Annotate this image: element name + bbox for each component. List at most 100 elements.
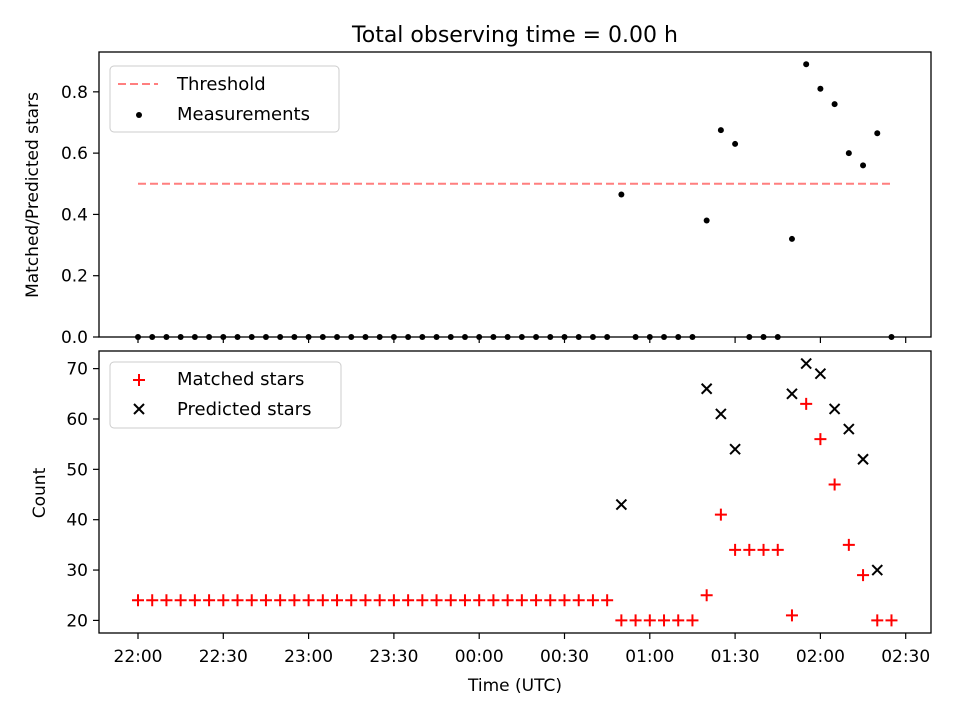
matched-legend-swatch [133,374,145,386]
predicted-star-point [857,453,869,465]
matched-star-point [885,614,898,627]
matched-star-point [473,594,486,607]
top-legend-box [109,65,340,133]
matched-star-point [331,594,344,607]
matched-star-point [288,594,301,607]
matched-star-point [231,594,244,607]
matched-star-point [615,614,628,627]
measurement-point [817,85,824,92]
matched-star-point [530,594,543,607]
bottom-x-tick-label: 00:00 [455,647,504,667]
matched-star-point [601,594,614,607]
matched-star-point [387,594,400,607]
measurements-legend-swatch [136,112,142,118]
predicted-legend-label: Predicted stars [177,399,311,420]
matched-star-point [259,594,272,607]
top-panel: 0.00.20.40.60.8 Matched/Predicted stars … [23,51,932,348]
predicted-star-point [715,408,727,420]
matched-star-point [174,594,187,607]
matched-star-point [402,594,415,607]
matched-star-point [416,594,429,607]
bottom-y-axis-label: Count [30,467,50,518]
matched-star-point [714,508,727,521]
matched-star-point [658,614,671,627]
matched-star-point [729,543,742,556]
matched-star-point [373,594,386,607]
matched-star-point [359,594,372,607]
matched-star-point [871,614,884,627]
predicted-star-point [843,423,855,435]
bottom-x-tick-label: 02:30 [881,647,930,667]
predicted-legend-swatch [133,403,145,415]
bottom-panel: 20 30 40 50 60 70 22:00 22:30 23:00 23:30 00:00 00… [30,350,932,696]
matched-star-point [558,594,571,607]
top-y-tick-label: 0.2 [61,267,88,287]
bottom-marks [132,357,898,627]
measurement-point [860,162,867,169]
matched-star-point [501,594,514,607]
predicted-star-point [786,388,798,400]
bottom-y-tick-label: 70 [66,360,88,380]
matched-star-point [757,543,770,556]
bottom-x-tick-label: 22:30 [199,647,248,667]
top-axes-frame [98,51,932,338]
measurement-point [788,235,795,242]
top-y-tick-label: 0.6 [61,144,88,164]
top-y-tick-label: 0.8 [61,83,88,103]
matched-star-point [643,614,656,627]
top-y-tick-label: 0.4 [61,205,88,225]
matched-star-point [515,594,528,607]
bottom-y-tick-label: 50 [66,460,88,480]
bottom-x-axis-label: Time (UTC) [467,676,562,696]
matched-star-point [785,609,798,622]
matched-star-point [345,594,358,607]
bottom-x-tick-label: 01:30 [711,647,760,667]
matched-star-point [160,594,173,607]
matched-star-point [132,594,144,607]
matched-star-point [814,433,827,446]
measurement-point [845,150,852,157]
matched-star-point [586,594,599,607]
matched-star-point [544,594,557,607]
measurement-point [703,217,710,224]
matched-star-point [487,594,500,607]
top-y-axis: 0.0 0.2 0.4 0.6 0.8 [61,83,99,348]
bottom-x-tick-label: 02:00 [796,647,845,667]
predicted-star-point [700,383,713,395]
top-legend: Threshold Measurements [109,65,340,133]
predicted-star-point [828,403,841,415]
top-y-tick-label: 0.0 [61,328,88,348]
bottom-legend: Matched stars Predicted stars [109,361,342,429]
matched-legend-label: Matched stars [177,369,304,390]
threshold-legend-label: Threshold [176,74,266,95]
predicted-star-point [615,498,628,511]
matched-star-point [686,614,699,627]
top-y-axis-label: Matched/Predicted stars [23,92,43,298]
bottom-y-axis: 20 30 40 50 60 70 [66,360,99,631]
bottom-y-tick-label: 40 [66,511,88,531]
matched-star-point [629,614,642,627]
matched-star-point [828,478,841,491]
matched-star-point [857,569,870,582]
matched-star-point [771,543,784,556]
bottom-axes-frame [98,350,932,634]
matched-star-point [302,594,315,607]
bottom-x-tick-label: 00:30 [540,647,589,667]
bottom-x-axis: 22:00 22:30 23:00 23:30 00:00 00:30 01:00 01:30… [114,633,930,667]
bottom-x-tick-label: 22:00 [114,647,163,667]
bottom-x-tick-label: 01:00 [625,647,674,667]
predicted-star-point [729,443,741,455]
matched-star-point [800,397,813,410]
matched-star-point [217,594,230,607]
matched-star-point [444,594,457,607]
bottom-x-tick-label: 23:00 [284,647,333,667]
measurement-point [717,127,724,134]
matched-star-point [430,594,443,607]
measurement-point [732,140,739,147]
matched-star-point [672,614,685,627]
matched-star-point [316,594,329,607]
matched-star-point [572,594,585,607]
bottom-x-tick-label: 23:30 [369,647,418,667]
measurement-point [803,61,810,68]
